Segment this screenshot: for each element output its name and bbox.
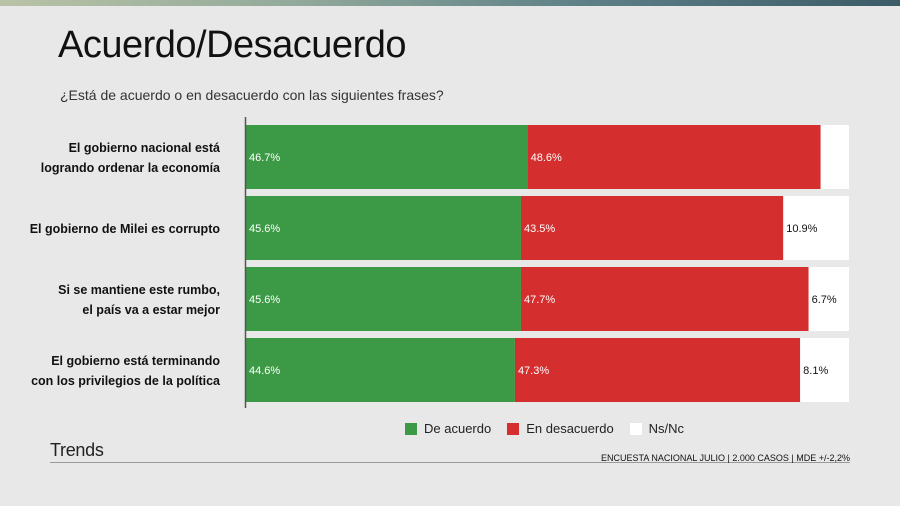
value-label-desacuerdo-2: 47.7% bbox=[524, 294, 555, 306]
bar-nsnc-0 bbox=[820, 125, 849, 189]
brand-logo-text: Trends bbox=[50, 440, 104, 460]
category-label-2-line-0: Si se mantiene este rumbo, bbox=[58, 283, 220, 297]
legend-label-desacuerdo: En desacuerdo bbox=[526, 421, 614, 436]
value-label-desacuerdo-3: 47.3% bbox=[518, 365, 549, 377]
category-label-0-line-0: El gobierno nacional está bbox=[69, 141, 220, 155]
legend-label-nsnc: Ns/Nc bbox=[648, 421, 685, 436]
category-label-1-line-0: El gobierno de Milei es corrupto bbox=[30, 222, 221, 236]
bar-desacuerdo-0 bbox=[527, 125, 821, 189]
category-label-0-line-1: logrando ordenar la economía bbox=[41, 161, 221, 175]
value-label-acuerdo-0: 46.7% bbox=[249, 152, 280, 164]
value-label-nsnc-1: 10.9% bbox=[786, 223, 817, 235]
top-decorative-stripe bbox=[0, 0, 900, 6]
survey-footnote: ENCUESTA NACIONAL JULIO | 2.000 CASOS | … bbox=[600, 453, 850, 463]
bar-acuerdo-1 bbox=[246, 196, 521, 260]
value-label-desacuerdo-1: 43.5% bbox=[524, 223, 555, 235]
bar-nsnc-3 bbox=[800, 338, 849, 402]
value-label-acuerdo-1: 45.6% bbox=[249, 223, 280, 235]
legend-swatch-acuerdo bbox=[405, 422, 417, 435]
bar-desacuerdo-3 bbox=[514, 338, 801, 402]
value-label-acuerdo-3: 44.6% bbox=[249, 365, 280, 377]
category-label-2-line-1: el país va a estar mejor bbox=[82, 303, 220, 317]
value-label-nsnc-2: 6.7% bbox=[812, 294, 837, 306]
legend-item-desacuerdo: En desacuerdo bbox=[507, 421, 614, 436]
bar-desacuerdo-2 bbox=[520, 267, 809, 331]
chart-legend: De acuerdo En desacuerdo Ns/Nc bbox=[405, 421, 684, 436]
page-subtitle: ¿Está de acuerdo o en desacuerdo con las… bbox=[60, 87, 444, 103]
bar-acuerdo-0 bbox=[246, 125, 528, 189]
bar-nsnc-2 bbox=[808, 267, 849, 331]
page-title: Acuerdo/Desacuerdo bbox=[58, 24, 407, 66]
category-label-3-line-0: El gobierno está terminando bbox=[51, 354, 220, 368]
bar-desacuerdo-1 bbox=[520, 196, 784, 260]
value-label-nsnc-3: 8.1% bbox=[803, 365, 828, 377]
bar-nsnc-1 bbox=[783, 196, 849, 260]
category-label-3-line-1: con los privilegios de la política bbox=[31, 374, 221, 388]
bar-acuerdo-3 bbox=[246, 338, 515, 402]
bar-acuerdo-2 bbox=[246, 267, 521, 331]
footer-divider bbox=[50, 462, 850, 463]
value-label-desacuerdo-0: 48.6% bbox=[531, 152, 562, 164]
legend-swatch-nsnc bbox=[629, 422, 642, 435]
legend-item-nsnc: Ns/Nc bbox=[629, 421, 685, 436]
value-label-acuerdo-2: 45.6% bbox=[249, 294, 280, 306]
legend-swatch-desacuerdo bbox=[507, 422, 520, 435]
legend-item-acuerdo: De acuerdo bbox=[405, 421, 491, 436]
legend-label-acuerdo: De acuerdo bbox=[424, 421, 492, 436]
